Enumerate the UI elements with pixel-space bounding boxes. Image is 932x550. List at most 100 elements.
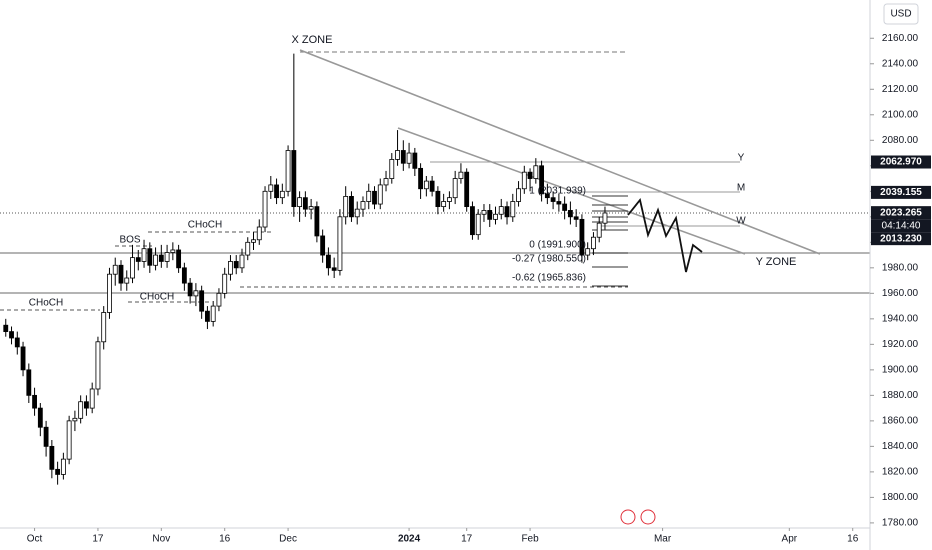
candle-body [228,261,233,275]
candle-body [55,468,61,475]
price-label-box [871,206,931,220]
fib-label: 0 (1991.900) [529,240,586,251]
annotation: CHoCH [29,298,63,309]
y-tick-label: 1960.00 [882,288,919,299]
candle-body [539,165,545,195]
trend-line [299,49,821,255]
candle-body [562,203,568,211]
candle-body [412,152,418,169]
candle-body [285,150,291,192]
y-tick-label: 1980.00 [882,262,919,273]
candle-body [602,212,608,224]
candle-body [147,248,153,266]
fib-label: -0.62 (1965.836) [512,273,586,284]
x-tick-label: Nov [152,534,170,545]
candle-body [372,190,377,205]
candle-body [262,190,268,228]
candle-body [320,235,326,256]
candle-body [481,210,487,215]
x-tick-label: Mar [654,534,672,545]
y-tick-label: 1880.00 [882,390,919,401]
drawings [0,49,870,311]
candle-body [210,305,216,322]
y-tick-label: 2100.00 [882,109,919,120]
candle-body [268,184,274,192]
candle-body [452,178,458,199]
y-tick-label: 1840.00 [882,441,919,452]
candle-body [556,201,562,205]
candle-body [66,420,72,460]
candle-body [464,171,470,208]
candle-body [487,210,493,220]
price-label: 2023.265 [880,207,922,218]
candle-body [360,201,366,210]
x-tick-label: Apr [782,534,798,545]
candle-body [279,190,285,199]
candle-body [164,252,170,262]
annotation: CHoCH [188,220,222,231]
candle-body [118,264,124,284]
candle-body [493,213,498,220]
candle-body [187,282,193,297]
candle-body [510,201,516,218]
candle-body [308,206,314,210]
candle-body [400,150,406,164]
candle-body [239,254,245,269]
price-label-box [871,232,931,246]
candle-body [60,458,66,475]
candle-body [84,401,89,409]
candle-body [325,254,331,269]
x-tick-label: 2024 [398,534,421,545]
candle-body [43,426,49,447]
x-tick-label: 16 [847,534,859,545]
price-label-box [871,155,931,169]
candle-body [429,180,435,192]
candle-body [14,337,20,348]
price-label: 2062.970 [880,157,922,168]
candle-body [383,178,389,186]
y-tick-label: 1940.00 [882,313,919,324]
annotation: Y ZONE [756,256,797,268]
currency[interactable]: USD [890,9,911,20]
candle-body [297,197,303,208]
candle-body [170,249,176,253]
price-label-box [871,185,931,199]
annotation: CHoCH [140,292,174,303]
candle-body [354,208,360,218]
candle-body [153,254,158,266]
annotation: Y [738,153,745,164]
candle-body [521,171,527,190]
x-tick-label: 16 [219,534,231,545]
candle-body [314,206,320,237]
annotation: M [737,183,745,194]
countdown: 04:14:40 [882,220,921,231]
candle-body [527,171,533,179]
fib-label: 1 (2031.939) [529,186,586,197]
candle-body [176,249,182,269]
countdown-box [871,219,931,233]
annotation: X ZONE [292,34,333,46]
candle-body [435,190,441,208]
candle-body [423,180,429,190]
annotation: BOS [119,235,140,246]
candle-body [135,257,141,262]
candle-body [193,290,199,297]
candle-body [124,277,130,284]
candle-body [72,417,78,422]
candle-body [550,197,556,202]
logo[interactable] [620,509,656,525]
currency-box[interactable] [883,3,919,25]
candle-body [567,210,573,218]
candle-body [291,150,297,208]
candle-body [20,346,26,371]
plot [3,53,608,485]
candle-body [26,369,32,396]
y-tick-label: 1860.00 [882,416,919,427]
candle-body [32,394,37,409]
candle-body [446,197,452,202]
candle-body [498,206,504,215]
candle-body [256,226,262,241]
candle-body [366,190,372,202]
candle-body [504,206,510,218]
